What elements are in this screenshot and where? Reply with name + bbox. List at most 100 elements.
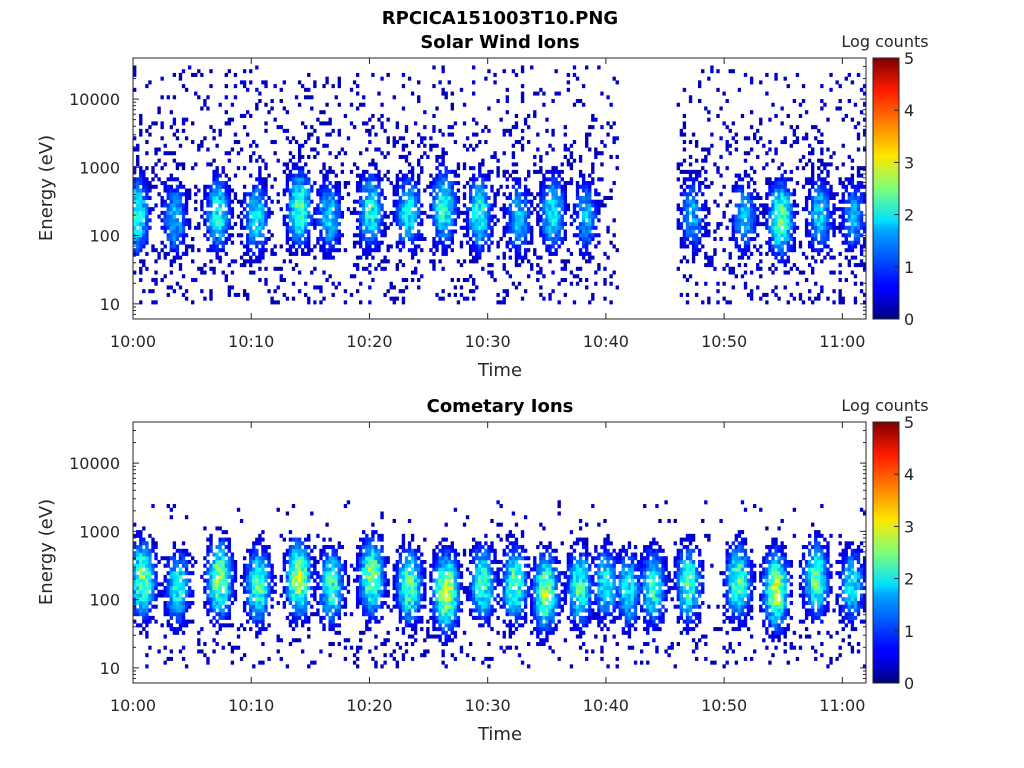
heatmap-cell xyxy=(606,229,610,234)
heatmap-cell xyxy=(743,158,748,163)
heatmap-cell xyxy=(691,207,696,212)
heatmap-cell xyxy=(291,578,296,583)
heatmap-cell xyxy=(862,292,866,297)
heatmap-cell xyxy=(832,207,836,212)
heatmap-cell xyxy=(722,296,726,301)
heatmap-cell xyxy=(771,102,775,107)
heatmap-cell xyxy=(181,559,186,564)
heatmap-cell xyxy=(386,244,390,249)
heatmap-cell xyxy=(255,214,259,219)
heatmap-cell xyxy=(853,218,858,223)
heatmap-cell xyxy=(215,545,219,550)
heatmap-cell xyxy=(227,225,232,230)
heatmap-cell xyxy=(145,593,149,598)
heatmap-cell xyxy=(291,207,296,212)
heatmap-cell xyxy=(401,214,406,219)
heatmap-cell xyxy=(557,195,561,200)
heatmap-cell xyxy=(215,222,219,227)
heatmap-cell xyxy=(285,559,290,564)
heatmap-cell xyxy=(829,270,833,275)
heatmap-cell xyxy=(517,229,522,234)
heatmap-cell xyxy=(792,128,797,133)
heatmap-cell xyxy=(230,240,235,245)
heatmap-cell xyxy=(258,559,262,564)
heatmap-cell xyxy=(817,225,821,230)
heatmap-cell xyxy=(264,181,268,186)
heatmap-cell xyxy=(682,240,687,245)
heatmap-cell xyxy=(362,121,366,126)
heatmap-cell xyxy=(838,263,842,268)
heatmap-cell xyxy=(798,102,803,107)
heatmap-cell xyxy=(157,158,161,163)
heatmap-cell xyxy=(578,233,583,238)
heatmap-cell xyxy=(432,218,436,223)
heatmap-cell xyxy=(172,589,177,594)
heatmap-cell xyxy=(401,289,406,294)
heatmap-cell xyxy=(444,91,448,96)
heatmap-cell xyxy=(585,251,589,256)
heatmap-cell xyxy=(530,263,534,268)
heatmap-cell xyxy=(490,154,494,159)
heatmap-cell xyxy=(557,229,561,234)
heatmap-cell xyxy=(133,177,137,182)
heatmap-cell xyxy=(145,207,149,212)
heatmap-cell xyxy=(261,195,265,200)
heatmap-cell xyxy=(575,274,580,279)
heatmap-cell xyxy=(258,571,262,576)
heatmap-cell xyxy=(334,207,338,212)
heatmap-cell xyxy=(221,552,225,557)
heatmap-cell xyxy=(502,151,506,156)
heatmap-cell xyxy=(597,192,601,197)
heatmap-cell xyxy=(774,255,778,260)
heatmap-cell xyxy=(444,225,448,230)
heatmap-cell xyxy=(749,147,754,152)
heatmap-cell xyxy=(334,199,338,204)
heatmap-cell xyxy=(227,207,232,212)
heatmap-cell xyxy=(804,162,809,167)
heatmap-cell xyxy=(197,248,201,253)
heatmap-cell xyxy=(368,214,372,219)
heatmap-cell xyxy=(765,203,769,208)
heatmap-cell xyxy=(209,578,213,583)
heatmap-cell xyxy=(212,552,216,557)
heatmap-cell xyxy=(859,210,864,215)
heatmap-cell xyxy=(233,589,238,594)
heatmap-cell xyxy=(181,556,186,561)
heatmap-cell xyxy=(462,166,467,171)
heatmap-cell xyxy=(817,240,821,245)
heatmap-cell xyxy=(215,210,219,215)
heatmap-cell xyxy=(246,192,250,197)
heatmap-cell xyxy=(792,225,797,230)
heatmap-cell xyxy=(227,623,232,628)
heatmap-cell xyxy=(249,548,253,553)
heatmap-cell xyxy=(792,199,797,204)
heatmap-cell xyxy=(701,203,705,208)
heatmap-cell xyxy=(844,225,848,230)
heatmap-cell xyxy=(139,571,143,576)
heatmap-cell xyxy=(438,199,442,204)
heatmap-cell xyxy=(297,203,302,208)
heatmap-cell xyxy=(704,233,708,238)
heatmap-cell xyxy=(285,184,290,189)
heatmap-cell xyxy=(145,188,149,193)
heatmap-cell xyxy=(371,207,375,212)
heatmap-cell xyxy=(365,255,369,260)
heatmap-cell xyxy=(502,263,506,268)
heatmap-cell xyxy=(716,281,720,286)
heatmap-cell xyxy=(417,143,421,148)
heatmap-cell xyxy=(209,545,213,550)
heatmap-cell xyxy=(178,627,183,632)
heatmap-cell xyxy=(184,210,189,215)
heatmap-cell xyxy=(169,556,173,561)
heatmap-cell xyxy=(249,600,253,605)
heatmap-cell xyxy=(255,255,259,260)
heatmap-cell xyxy=(157,251,161,256)
heatmap-cell xyxy=(731,229,735,234)
heatmap-cell xyxy=(194,91,198,96)
heatmap-cell xyxy=(252,552,256,557)
heatmap-cell xyxy=(786,177,790,182)
heatmap-cell xyxy=(255,65,259,70)
heatmap-cell xyxy=(291,556,296,561)
heatmap-cell xyxy=(481,188,485,193)
